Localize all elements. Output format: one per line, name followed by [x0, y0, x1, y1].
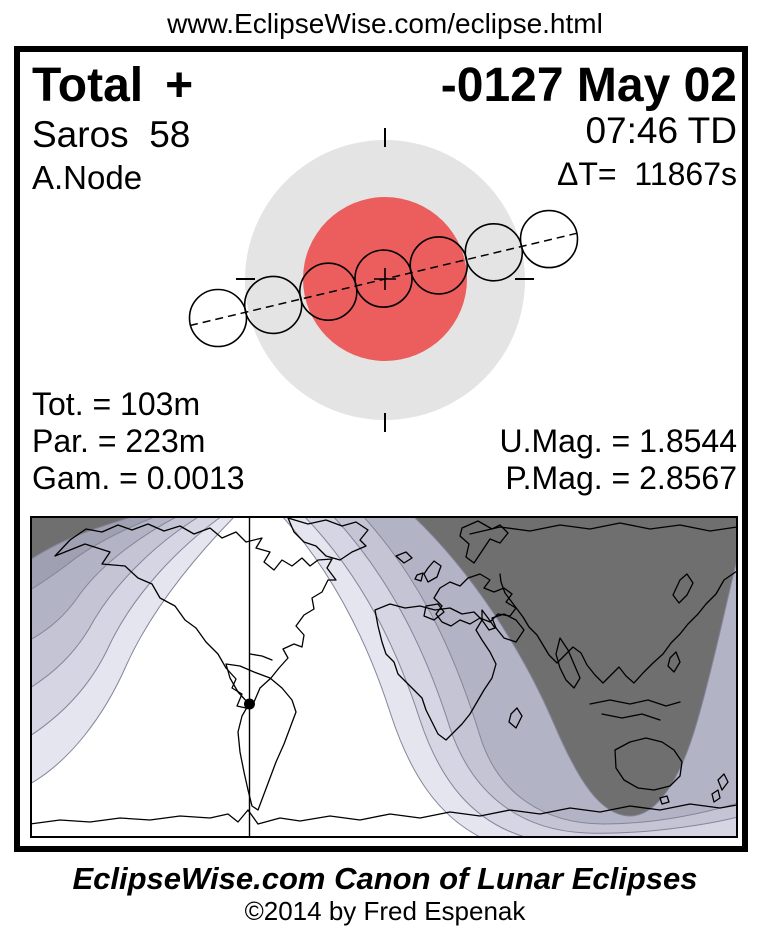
iceland-outline — [395, 551, 413, 564]
japan-outline — [672, 573, 694, 604]
umbral-magnitude: U.Mag. = 1.8544 — [499, 423, 737, 459]
saros-label: Saros 58 — [32, 114, 191, 155]
moon-disk-circle — [354, 249, 413, 308]
visibility-world-map — [30, 516, 738, 838]
site-url-caption: www.EclipseWise.com/eclipse.html — [167, 8, 603, 39]
new-zealand-outline — [711, 773, 729, 803]
gamma-value: Gam. = 0.0013 — [32, 460, 245, 496]
west-night-corner — [30, 516, 135, 560]
south-america-outline — [225, 663, 297, 811]
eclipse-time: 07:46 TD — [585, 110, 737, 151]
italy-outline — [481, 609, 496, 631]
greatest-eclipse-zenith-point — [244, 698, 255, 710]
footer-title: EclipseWise.com Canon of Lunar Eclipses — [72, 861, 698, 896]
asia-east-coast — [499, 570, 738, 684]
moon-positions-group — [188, 209, 579, 348]
node-label: A.Node — [32, 159, 143, 196]
eclipse-date: -0127 May 02 — [440, 59, 737, 112]
eclipse-type-line: Total + — [32, 62, 193, 110]
africa-outline — [374, 603, 497, 741]
moon-disk-circle — [409, 236, 469, 295]
partial-duration: Par. = 223m — [32, 423, 206, 459]
greenland-outline — [287, 517, 369, 561]
indonesia-outline-2 — [601, 713, 661, 721]
stats-left-block: Tot. = 103m Par. = 223m Gam. = 0.0013 — [32, 386, 245, 497]
total-duration: Tot. = 103m — [32, 386, 201, 422]
greatest-eclipse-cross-marker — [374, 268, 396, 290]
eclipse-type-label: Total — [32, 59, 144, 112]
indonesia-outline — [589, 699, 681, 707]
moon-disk-circle — [188, 288, 248, 348]
arabia-outline — [491, 613, 525, 643]
antarctica-coastline — [30, 803, 738, 825]
footer-copyright: ©2014 by Fred Espenak — [244, 896, 526, 926]
britain-outline — [423, 560, 442, 583]
philippines-outline — [667, 651, 681, 673]
penumbral-magnitude: P.Mag. = 2.8567 — [505, 460, 737, 496]
moon-disk-circle — [243, 275, 303, 335]
caribbean-outline — [249, 653, 273, 661]
coastline-outlines — [30, 517, 738, 825]
madagascar-outline — [508, 707, 523, 729]
moon-disk-circle — [519, 209, 579, 269]
stats-right-block: U.Mag. = 1.8544 P.Mag. = 2.8567 — [500, 423, 737, 497]
map-west-bands — [30, 516, 235, 784]
india-outline — [555, 637, 581, 689]
eclipse-geometry-diagram — [188, 128, 579, 432]
ireland-outline — [414, 572, 424, 582]
tasmania-outline — [659, 795, 670, 805]
delta-t-value: ΔT= 11867s — [557, 156, 737, 192]
europe-outline — [433, 573, 517, 627]
map-border — [30, 516, 738, 838]
north-america-outline — [54, 523, 337, 709]
band-boundary-lines — [30, 516, 738, 838]
eclipse-card-frame — [14, 46, 748, 852]
eclipse-plot-symbol: + — [165, 59, 194, 112]
moon-disk-circle — [298, 262, 358, 322]
moon-disk-circle — [464, 223, 524, 282]
iberia-outline — [423, 603, 445, 621]
australia-outline — [614, 737, 683, 791]
asia-north-coast — [469, 522, 738, 535]
